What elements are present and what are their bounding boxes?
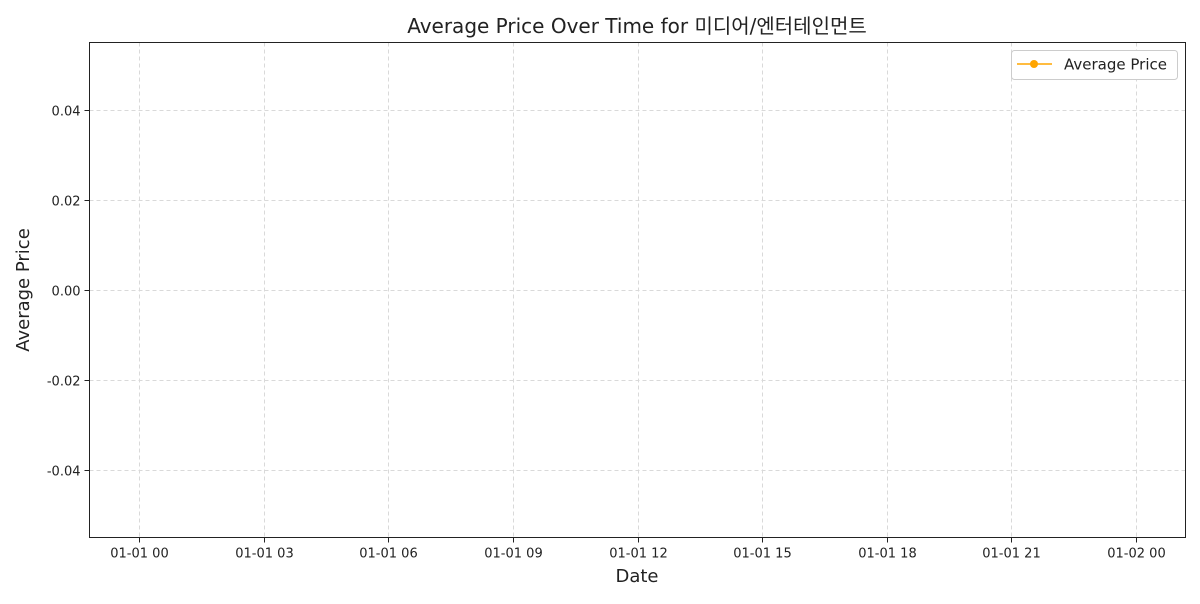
- chart-title: Average Price Over Time for 미디어/엔터테인먼트: [407, 14, 867, 38]
- legend-label-average-price: Average Price: [1064, 56, 1167, 74]
- y-tick-label: 0.02: [52, 195, 81, 210]
- x-tick-label: 01-01 18: [858, 547, 916, 562]
- y-tick-label: 0.04: [52, 105, 81, 120]
- x-tick-label: 01-01 09: [484, 547, 542, 562]
- y-tick-label: -0.02: [47, 375, 81, 390]
- y-axis-title: Average Price: [13, 228, 34, 352]
- legend: Average Price: [1011, 50, 1178, 80]
- x-tick-label: 01-01 03: [235, 547, 293, 562]
- x-tick-label: 01-01 21: [982, 547, 1040, 562]
- grid-lines: [89, 42, 1186, 538]
- x-axis-title: Date: [615, 566, 658, 587]
- x-tick-label: 01-01 00: [110, 547, 168, 562]
- x-tick-label: 01-01 12: [609, 547, 667, 562]
- legend-box: [1011, 50, 1178, 80]
- x-axis-ticks: 01-01 00 01-01 03 01-01 06 01-01 09 01-01 12…: [110, 537, 1166, 562]
- x-tick-label: 01-02 00: [1107, 547, 1165, 562]
- y-tick-label: -0.04: [47, 465, 81, 480]
- legend-marker-average-price: [1030, 60, 1038, 68]
- x-tick-label: 01-01 06: [359, 547, 417, 562]
- y-axis-ticks: -0.04 -0.02 0.00 0.02 0.04: [47, 105, 90, 480]
- x-tick-label: 01-01 15: [733, 547, 791, 562]
- y-tick-label: 0.00: [52, 285, 81, 300]
